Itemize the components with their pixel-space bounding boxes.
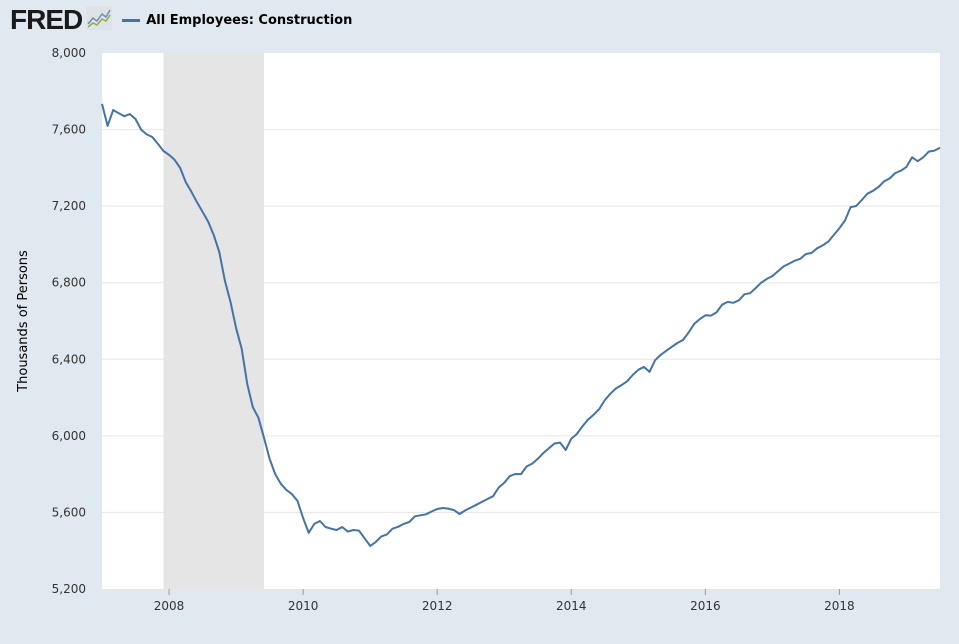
recession-shading bbox=[163, 53, 265, 589]
chart-line-icon bbox=[86, 6, 113, 34]
fred-logo[interactable]: FRED bbox=[10, 4, 83, 35]
y-tick-label: 7,200 bbox=[52, 199, 86, 213]
x-tick-label: 2016 bbox=[690, 599, 721, 613]
y-tick-label: 5,600 bbox=[52, 505, 86, 519]
y-tick-label: 6,000 bbox=[52, 429, 86, 443]
y-axis-label: Thousands of Persons bbox=[16, 250, 31, 393]
chart-header: FRED All Employees: Construction bbox=[10, 4, 352, 35]
x-tick-label: 2008 bbox=[154, 599, 185, 613]
legend-label[interactable]: All Employees: Construction bbox=[146, 12, 353, 28]
x-tick-label: 2012 bbox=[422, 599, 453, 613]
y-tick-label: 5,200 bbox=[52, 582, 86, 596]
x-tick-label: 2010 bbox=[288, 599, 319, 613]
y-tick-label: 6,800 bbox=[52, 276, 86, 290]
y-tick-label: 7,600 bbox=[52, 123, 86, 137]
series-line bbox=[101, 103, 941, 547]
x-tick-label: 2014 bbox=[556, 599, 587, 613]
x-tick-label: 2018 bbox=[824, 599, 855, 613]
legend-swatch bbox=[122, 18, 141, 22]
y-tick-label: 8,000 bbox=[52, 46, 86, 60]
legend: All Employees: Construction bbox=[122, 13, 352, 28]
y-tick-label: 6,400 bbox=[52, 352, 86, 366]
